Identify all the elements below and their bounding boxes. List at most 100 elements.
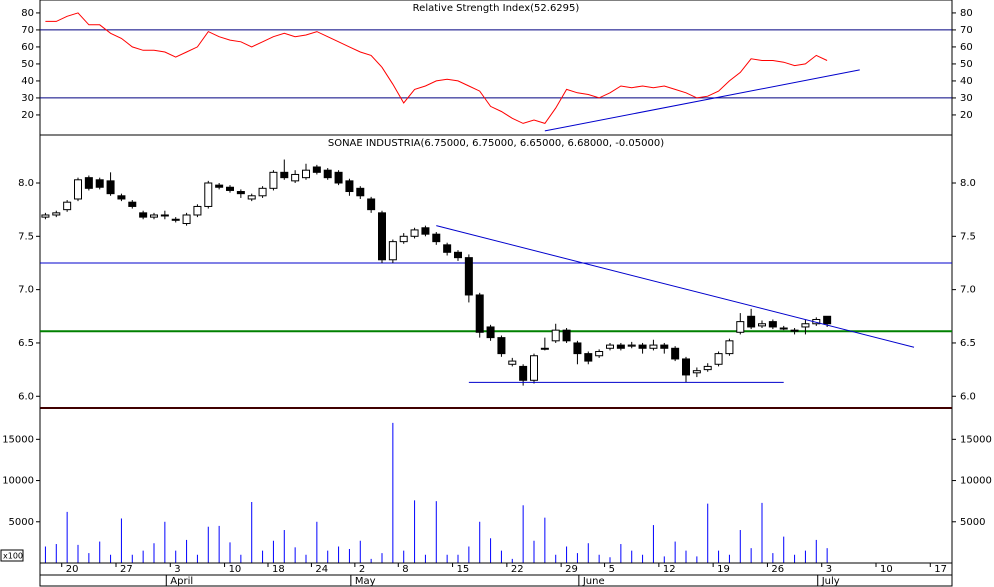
candle-body: [95, 179, 104, 188]
y-tick-label: 40: [21, 76, 34, 87]
candle-body: [128, 201, 137, 207]
candle-body: [52, 212, 61, 216]
x-tick-label: 20: [66, 564, 79, 575]
x-tick-label: 17: [934, 564, 947, 575]
candle-body: [768, 321, 777, 328]
candle-body: [562, 329, 571, 342]
y-tick-label: 70: [960, 25, 973, 36]
month-label: July: [821, 576, 840, 587]
candle-body: [150, 214, 158, 218]
candle-body: [443, 244, 452, 253]
y-tick-label: 8.0: [960, 178, 976, 189]
candle-body: [258, 187, 267, 197]
x-tick-label: 18: [272, 564, 285, 575]
candle-body: [74, 179, 82, 200]
candle-body: [226, 186, 234, 191]
candle-body: [747, 315, 756, 328]
candle-body: [367, 198, 376, 211]
candle-body: [323, 169, 332, 179]
x-tick-label: 29: [565, 564, 578, 575]
candle-body: [475, 294, 484, 333]
x-tick-label: 22: [511, 564, 524, 575]
candle-body: [399, 235, 408, 243]
candle-body: [486, 326, 495, 339]
candle-body: [595, 350, 604, 357]
candle-body: [540, 347, 549, 350]
candle-body: [215, 184, 224, 188]
candle-body: [421, 227, 430, 235]
x-tick-label: 26: [771, 564, 784, 575]
y-tick-label: 60: [960, 42, 973, 53]
x-tick-label: 12: [663, 564, 676, 575]
y-tick-label: 7.5: [960, 231, 976, 242]
candle-body: [823, 315, 832, 325]
candle-body: [606, 344, 614, 349]
trend-line: [544, 69, 860, 132]
candle-body: [497, 337, 506, 355]
candle-body: [410, 229, 419, 237]
candle-body: [247, 195, 256, 200]
candle-body: [280, 171, 289, 179]
candle-body: [139, 212, 148, 218]
candle-body: [530, 355, 538, 381]
trend-line: [436, 225, 915, 348]
y-tick-label: 6.0: [960, 391, 976, 402]
candle-body: [758, 323, 766, 327]
x-tick-label: 3: [826, 564, 832, 575]
y-tick-label: 80: [21, 8, 34, 19]
candle-body: [302, 169, 310, 179]
candle-body: [345, 180, 354, 193]
candle-body: [616, 344, 625, 349]
candle-body: [171, 218, 180, 221]
candle-body: [334, 171, 343, 184]
chart-title: SONAE INDUSTRIA(6.75000, 6.75000, 6.6500…: [328, 138, 664, 149]
y-tick-label: 50: [960, 59, 973, 70]
candle-body: [508, 360, 517, 365]
candle-body: [736, 321, 745, 333]
candle-body: [312, 166, 321, 173]
candle-body: [106, 180, 115, 195]
y-tick-label: 60: [21, 42, 34, 53]
candle-body: [519, 365, 528, 381]
candle-body: [378, 212, 386, 261]
candle-body: [454, 251, 462, 259]
x-tick-label: 19: [717, 564, 730, 575]
candle-body: [779, 327, 788, 330]
y-tick-label: 70: [21, 25, 34, 36]
candle-body: [269, 171, 278, 189]
y-tick-label: 50: [21, 59, 34, 70]
candle-body: [41, 214, 50, 218]
x-tick-label: 24: [315, 564, 328, 575]
candle-body: [160, 214, 169, 217]
y-tick-label: 20: [960, 110, 973, 121]
candle-body: [291, 173, 300, 182]
candle-body: [627, 344, 636, 347]
candle-body: [432, 233, 441, 243]
y-tick-label: 10000: [960, 476, 992, 487]
candle-body: [193, 205, 202, 216]
candle-body: [204, 182, 213, 207]
y-tick-label: 5000: [960, 517, 985, 528]
candle-body: [236, 191, 245, 195]
candle-body: [464, 257, 473, 296]
x-tick-label: 8: [402, 564, 408, 575]
x-tick-label: 10: [229, 564, 242, 575]
candle-body: [649, 344, 658, 349]
unit-label: x100: [3, 552, 23, 561]
candle-body: [801, 323, 810, 328]
y-tick-label: 7.5: [18, 231, 34, 242]
y-tick-label: 15000: [2, 434, 34, 445]
y-tick-label: 15000: [960, 434, 992, 445]
candle-body: [573, 342, 582, 355]
y-tick-label: 30: [960, 93, 973, 104]
x-tick-label: 27: [120, 564, 133, 575]
candle-body: [638, 344, 647, 349]
y-tick-label: 40: [960, 76, 973, 87]
x-tick-label: 15: [457, 564, 470, 575]
x-tick-label: 3: [174, 564, 180, 575]
x-tick-label: 5: [609, 564, 615, 575]
candle-body: [682, 358, 690, 376]
candle-body: [356, 187, 365, 197]
